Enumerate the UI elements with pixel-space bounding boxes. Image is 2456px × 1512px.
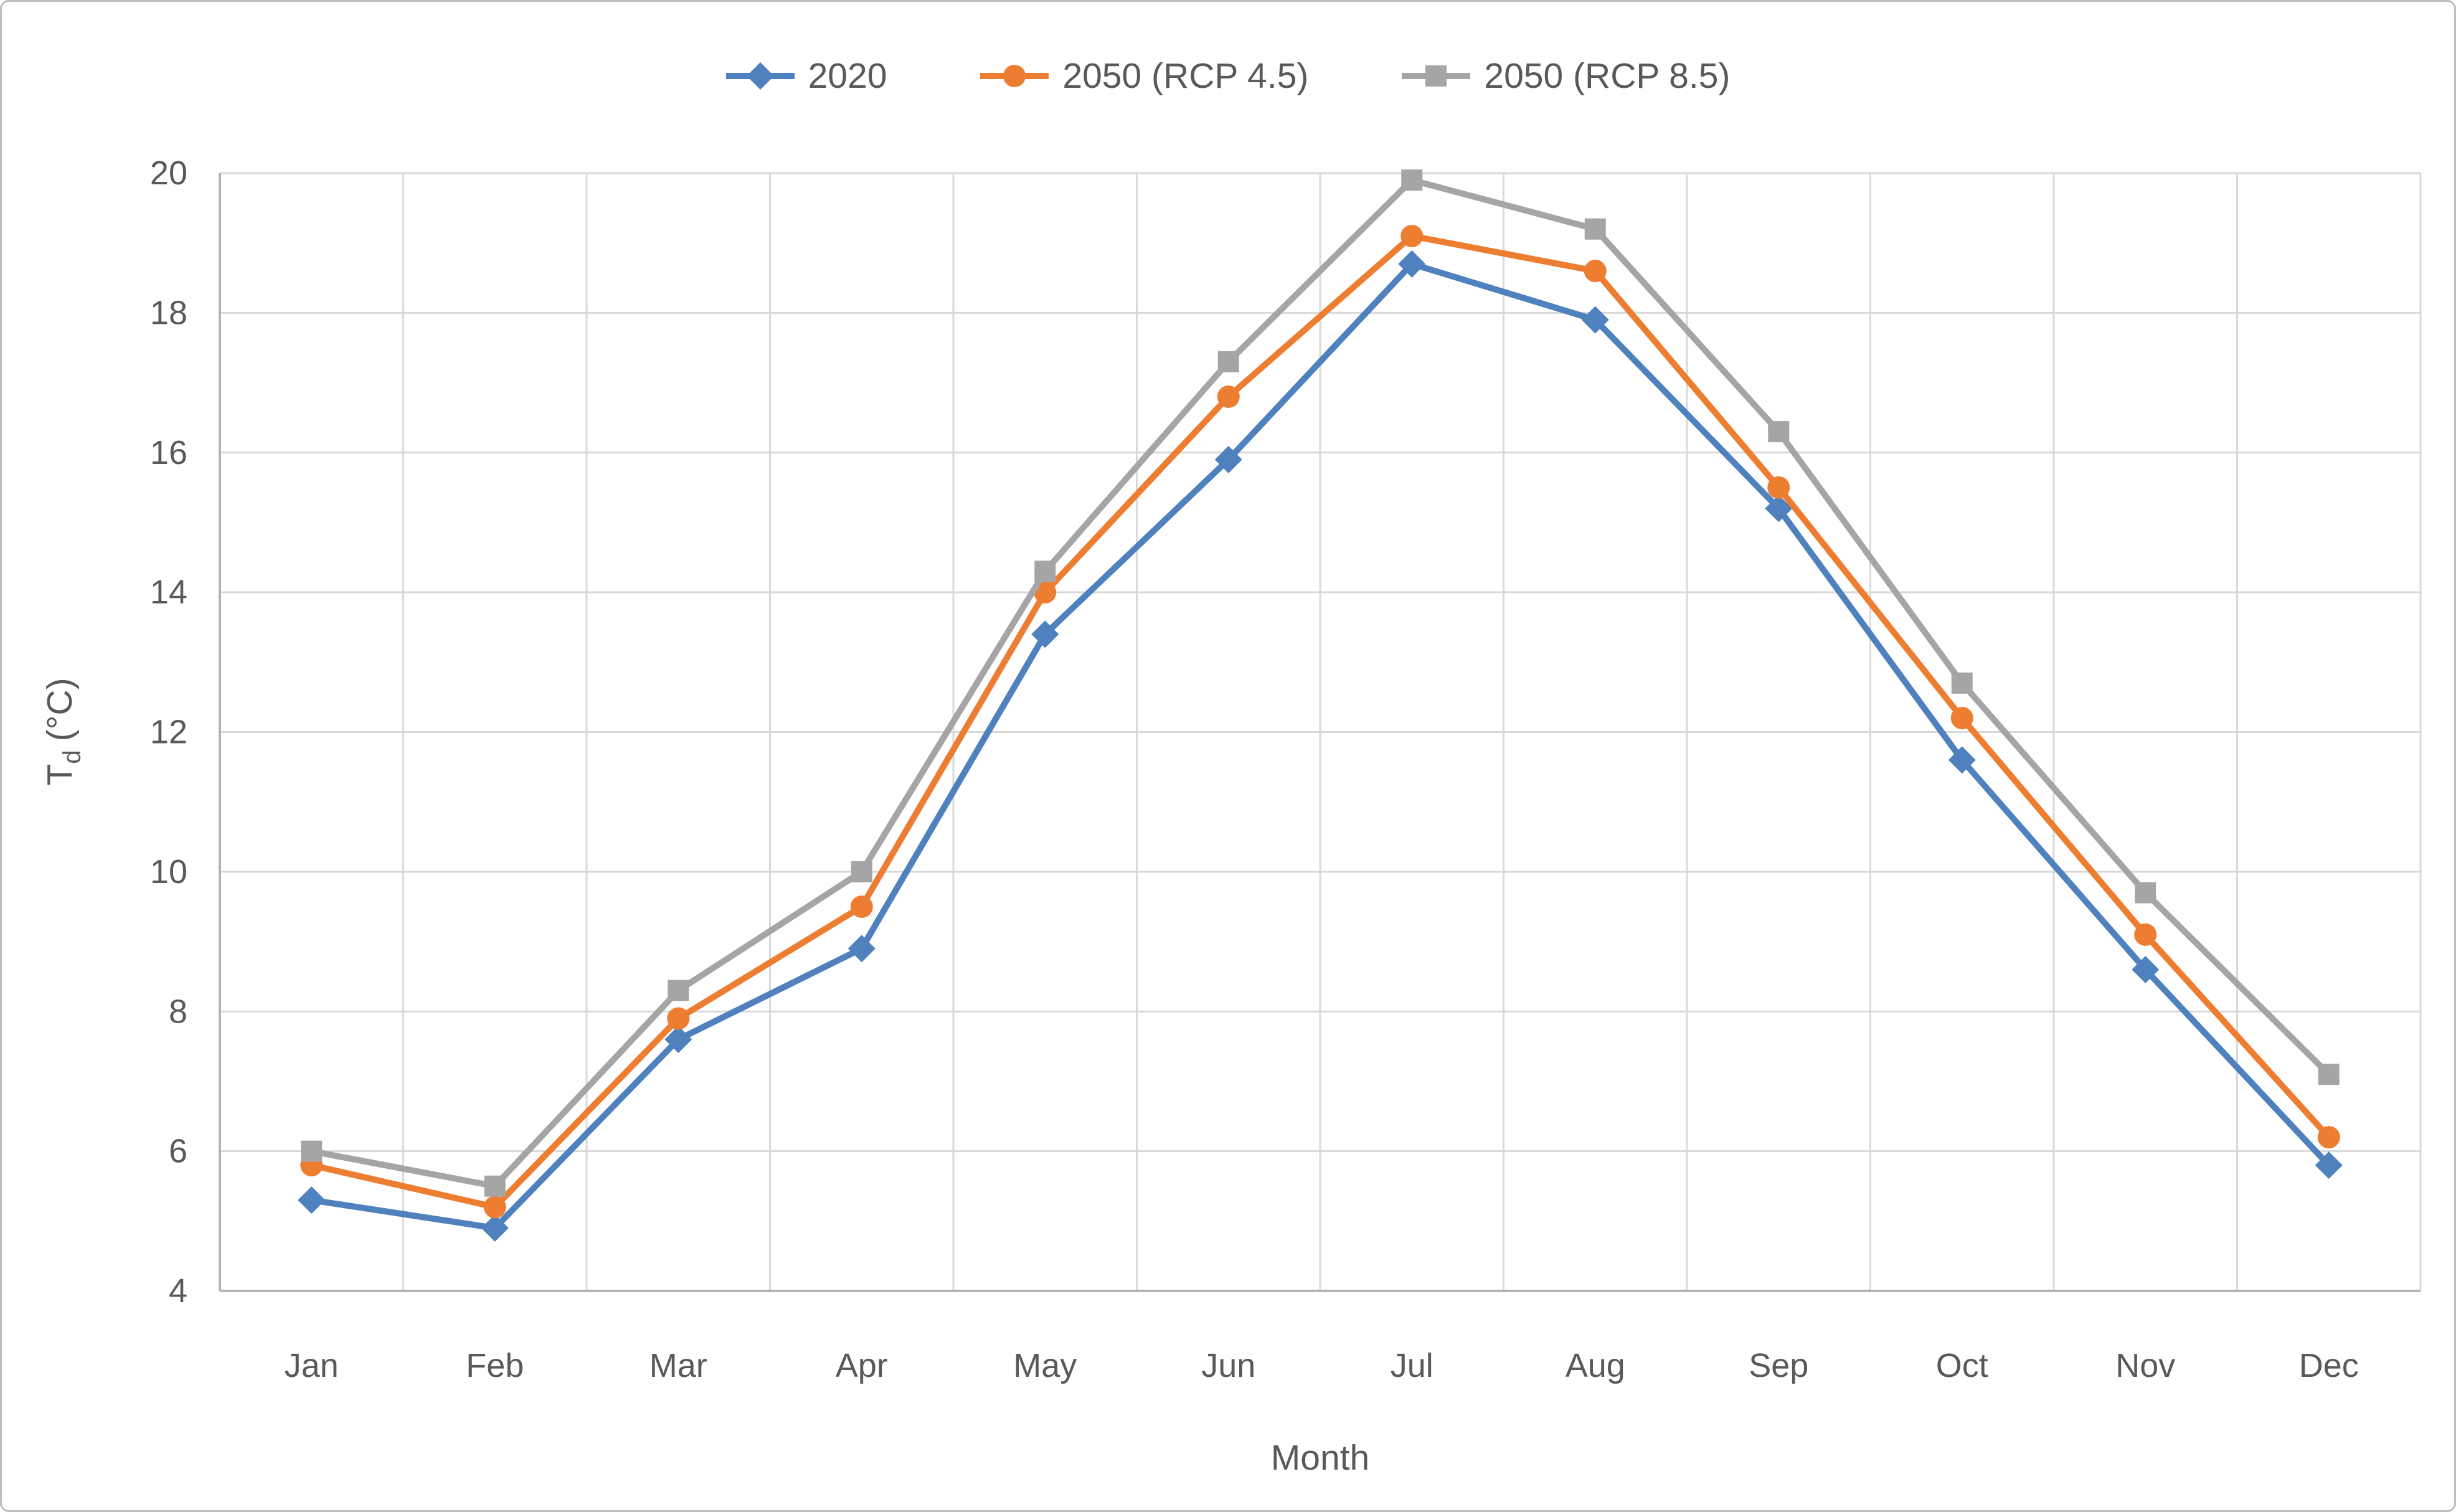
x-axis-title: Month [1270, 1438, 1370, 1478]
legend-item-2020: 2020 [725, 55, 887, 97]
legend-label: 2050 (RCP 4.5) [1062, 56, 1309, 96]
data-point-2020-may [1031, 620, 1059, 648]
chart-legend: 2020 2050 (RCP 4.5) 2050 (RCP 8.5) [2, 55, 2454, 97]
series-2050-rcp-4-5 [300, 224, 2340, 1219]
y-axis-title-sub: d [59, 750, 86, 764]
data-point-2020-jul [1398, 250, 1426, 278]
data-point-2020-dec [2315, 1151, 2343, 1179]
series-2020 [298, 250, 2343, 1242]
data-point-2050-rcp-8-5-may [1034, 560, 1056, 582]
series-2050-rcp-8-5 [301, 169, 2340, 1197]
x-tick-label-nov: Nov [2115, 1347, 2175, 1384]
data-point-2050-rcp-8-5-jan [301, 1140, 323, 1162]
data-point-2050-rcp-4-5-may [1034, 581, 1057, 604]
x-tick-label-may: May [1013, 1347, 1077, 1384]
y-axis-title-main: T [40, 763, 80, 786]
y-axis-title-unit: (°C) [40, 678, 80, 742]
x-tick-label-jan: Jan [285, 1347, 339, 1384]
data-point-2050-rcp-4-5-sep [1767, 476, 1790, 499]
data-point-2050-rcp-8-5-jun [1217, 351, 1239, 372]
data-point-2020-apr [848, 935, 876, 963]
x-tick-label-dec: Dec [2299, 1347, 2359, 1384]
data-point-2050-rcp-8-5-nov [2135, 882, 2156, 904]
data-point-2050-rcp-4-5-jul [1400, 224, 1424, 247]
data-point-2020-feb [481, 1214, 509, 1242]
data-point-2050-rcp-8-5-sep [1768, 421, 1790, 443]
legend-marker-diamond-icon [725, 62, 795, 90]
data-point-2050-rcp-8-5-apr [851, 861, 872, 882]
y-tick-label-16: 16 [150, 434, 187, 471]
y-tick-label-4: 4 [169, 1272, 187, 1310]
y-tick-label-18: 18 [150, 294, 187, 331]
legend-item-2050-rcp-8-5: 2050 (RCP 8.5) [1402, 55, 1730, 97]
x-tick-label-aug: Aug [1566, 1347, 1625, 1384]
data-point-2050-rcp-8-5-dec [2318, 1064, 2340, 1085]
data-point-2050-rcp-4-5-mar [667, 1007, 690, 1030]
data-point-2020-aug [1581, 306, 1609, 334]
data-point-2050-rcp-8-5-aug [1584, 218, 1606, 240]
series-line [311, 177, 2331, 1189]
data-point-2050-rcp-8-5-mar [668, 980, 689, 1001]
data-point-2020-sep [1765, 494, 1793, 522]
data-point-2050-rcp-8-5-feb [484, 1175, 506, 1197]
y-tick-label-8: 8 [169, 993, 187, 1030]
legend-marker-square-icon [1402, 65, 1471, 87]
data-point-2050-rcp-4-5-dec [2317, 1126, 2340, 1149]
x-tick-label-jun: Jun [1201, 1347, 1255, 1384]
x-tick-label-mar: Mar [649, 1347, 707, 1384]
legend-marker-circle-icon [980, 65, 1049, 87]
series-line [311, 232, 2331, 1211]
data-point-2020-jan [298, 1186, 326, 1214]
legend-marker-shape [1425, 65, 1447, 87]
legend-label: 2020 [808, 56, 887, 96]
data-point-2020-jun [1214, 445, 1242, 473]
data-point-2050-rcp-4-5-nov [2134, 923, 2157, 946]
legend-item-2050-rcp-4-5: 2050 (RCP 4.5) [980, 55, 1308, 97]
data-point-2050-rcp-8-5-jul [1401, 169, 1423, 191]
data-point-2050-rcp-8-5-oct [1951, 672, 1973, 694]
y-tick-label-20: 20 [150, 154, 187, 192]
x-tick-label-apr: Apr [836, 1347, 888, 1384]
data-point-2050-rcp-4-5-aug [1584, 260, 1607, 283]
y-tick-label-6: 6 [169, 1133, 187, 1170]
legend-label: 2050 (RCP 8.5) [1484, 56, 1731, 96]
y-tick-label-14: 14 [150, 574, 187, 611]
legend-marker-shape [746, 62, 774, 90]
y-axis-title: Td (°C) [39, 678, 87, 786]
data-point-2020-nov [2132, 955, 2160, 983]
y-tick-label-12: 12 [150, 714, 187, 751]
x-tick-label-feb: Feb [466, 1347, 524, 1384]
data-point-2020-mar [664, 1026, 692, 1054]
x-tick-label-sep: Sep [1749, 1347, 1808, 1384]
y-tick-label-10: 10 [150, 853, 187, 891]
data-point-2050-rcp-4-5-feb [483, 1196, 506, 1219]
x-tick-label-oct: Oct [1936, 1347, 1988, 1384]
series-line [311, 260, 2331, 1232]
data-point-2050-rcp-4-5-oct [1950, 707, 1973, 730]
x-tick-label-jul: Jul [1391, 1347, 1433, 1384]
data-point-2050-rcp-4-5-apr [850, 895, 873, 918]
legend-marker-shape [1003, 65, 1026, 87]
data-point-2020-oct [1948, 746, 1976, 774]
data-point-2050-rcp-4-5-jun [1217, 385, 1240, 408]
